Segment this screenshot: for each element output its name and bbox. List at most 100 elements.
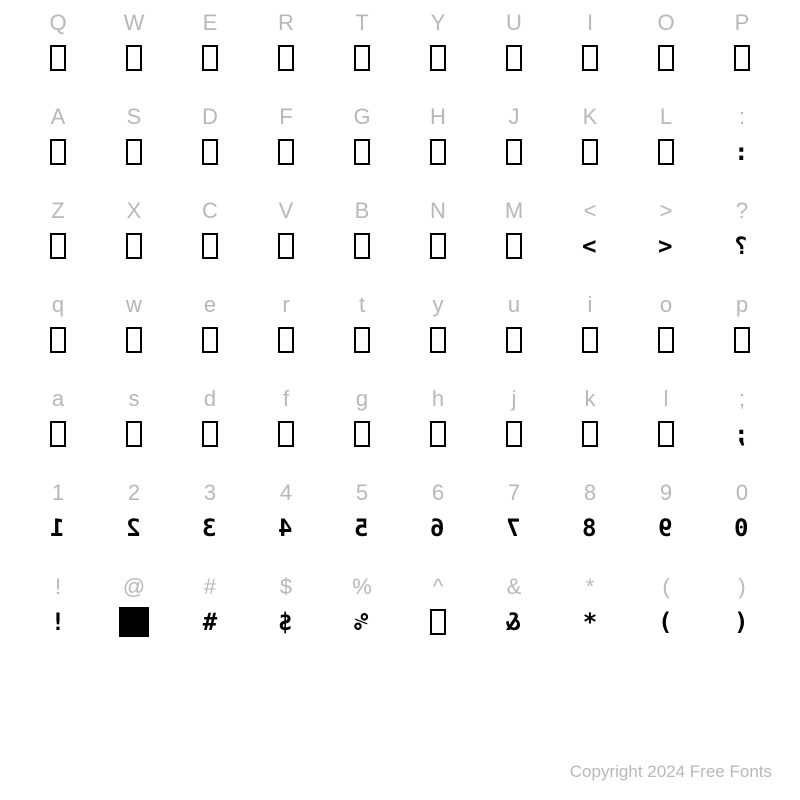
charmap-cell: 00 — [704, 478, 780, 572]
font-sample-glyph: ( — [735, 602, 748, 642]
charmap-cell: Y — [400, 8, 476, 102]
reference-char-label: Q — [49, 8, 66, 38]
missing-glyph-box — [126, 233, 142, 259]
missing-glyph-box — [202, 327, 218, 353]
pixel-glyph: 2 — [127, 514, 140, 542]
charmap-cell: F — [248, 102, 324, 196]
missing-glyph-box — [126, 139, 142, 165]
reference-char-label: s — [129, 384, 140, 414]
missing-glyph-box — [50, 233, 66, 259]
font-sample-glyph: > — [583, 226, 596, 266]
reference-char-label: T — [355, 8, 368, 38]
missing-glyph-box — [582, 45, 598, 71]
font-sample-glyph — [202, 414, 218, 454]
reference-char-label: 6 — [432, 478, 444, 508]
charmap-cell: ;; — [704, 384, 780, 478]
font-sample-glyph — [582, 132, 598, 172]
font-sample-glyph — [50, 226, 66, 266]
font-sample-glyph: 7 — [507, 508, 520, 548]
charmap-cell: 99 — [628, 478, 704, 572]
font-sample-glyph — [126, 320, 142, 360]
charmap-cell: i — [552, 290, 628, 384]
missing-glyph-box — [126, 421, 142, 447]
font-sample-glyph — [278, 320, 294, 360]
reference-char-label: r — [282, 290, 289, 320]
pixel-glyph: 4 — [279, 514, 292, 542]
reference-char-label: e — [204, 290, 216, 320]
charmap-cell: ## — [172, 572, 248, 666]
charmap-cell: 77 — [476, 478, 552, 572]
charmap-cell: 44 — [248, 478, 324, 572]
reference-char-label: N — [430, 196, 446, 226]
font-sample-glyph: 2 — [127, 508, 140, 548]
font-sample-glyph — [430, 602, 446, 642]
missing-glyph-box — [278, 45, 294, 71]
font-sample-glyph — [430, 320, 446, 360]
reference-char-label: t — [359, 290, 365, 320]
charmap-cell: Q — [20, 8, 96, 102]
pixel-glyph: 3 — [203, 514, 216, 542]
reference-char-label: i — [588, 290, 593, 320]
pixel-glyph: & — [507, 608, 520, 636]
charmap-cell: k — [552, 384, 628, 478]
reference-char-label: ^ — [433, 572, 443, 602]
charmap-cell: T — [324, 8, 400, 102]
charmap-cell: X — [96, 196, 172, 290]
font-sample-glyph: 4 — [279, 508, 292, 548]
pixel-glyph: 1 — [51, 514, 64, 542]
missing-glyph-box — [430, 233, 446, 259]
charmap-cell: @ — [96, 572, 172, 666]
reference-char-label: G — [353, 102, 370, 132]
pixel-glyph: * — [583, 608, 597, 636]
pixel-glyph: ! — [51, 608, 65, 636]
font-sample-glyph: 1 — [51, 508, 64, 548]
reference-char-label: y — [433, 290, 444, 320]
font-sample-glyph: < — [659, 226, 672, 266]
missing-glyph-box — [658, 139, 674, 165]
missing-glyph-box — [430, 327, 446, 353]
reference-char-label: q — [52, 290, 64, 320]
reference-char-label: j — [512, 384, 517, 414]
charmap-cell: q — [20, 290, 96, 384]
missing-glyph-box — [278, 421, 294, 447]
font-sample-glyph — [119, 602, 149, 642]
reference-char-label: 5 — [356, 478, 368, 508]
font-sample-glyph — [354, 38, 370, 78]
font-sample-glyph — [658, 132, 674, 172]
reference-char-label: P — [735, 8, 750, 38]
font-sample-glyph — [658, 38, 674, 78]
font-sample-glyph — [202, 320, 218, 360]
charmap-cell: %% — [324, 572, 400, 666]
charmap-cell: r — [248, 290, 324, 384]
font-sample-glyph — [430, 132, 446, 172]
missing-glyph-box — [430, 45, 446, 71]
missing-glyph-box — [126, 327, 142, 353]
missing-glyph-box — [50, 45, 66, 71]
font-sample-glyph — [278, 226, 294, 266]
font-sample-glyph: ; — [735, 414, 748, 454]
charmap-cell: o — [628, 290, 704, 384]
font-sample-glyph: 8 — [583, 508, 596, 548]
missing-glyph-box — [354, 421, 370, 447]
missing-glyph-box — [582, 139, 598, 165]
charmap-cell: () — [628, 572, 704, 666]
missing-glyph-box — [126, 45, 142, 71]
pixel-glyph: ( — [735, 608, 748, 636]
reference-char-label: w — [126, 290, 142, 320]
charmap-cell: g — [324, 384, 400, 478]
missing-glyph-box — [202, 45, 218, 71]
copyright-footer: Copyright 2024 Free Fonts — [570, 762, 772, 782]
reference-char-label: < — [584, 196, 597, 226]
reference-char-label: J — [509, 102, 520, 132]
font-sample-glyph: % — [355, 602, 368, 642]
missing-glyph-box — [50, 139, 66, 165]
font-sample-glyph — [126, 132, 142, 172]
font-sample-glyph: 6 — [431, 508, 444, 548]
pixel-glyph: > — [583, 232, 596, 260]
missing-glyph-box — [506, 327, 522, 353]
font-sample-glyph — [658, 320, 674, 360]
charmap-cell: L — [628, 102, 704, 196]
reference-char-label: V — [279, 196, 294, 226]
charmap-cell: V — [248, 196, 324, 290]
font-sample-glyph: : — [735, 132, 748, 172]
